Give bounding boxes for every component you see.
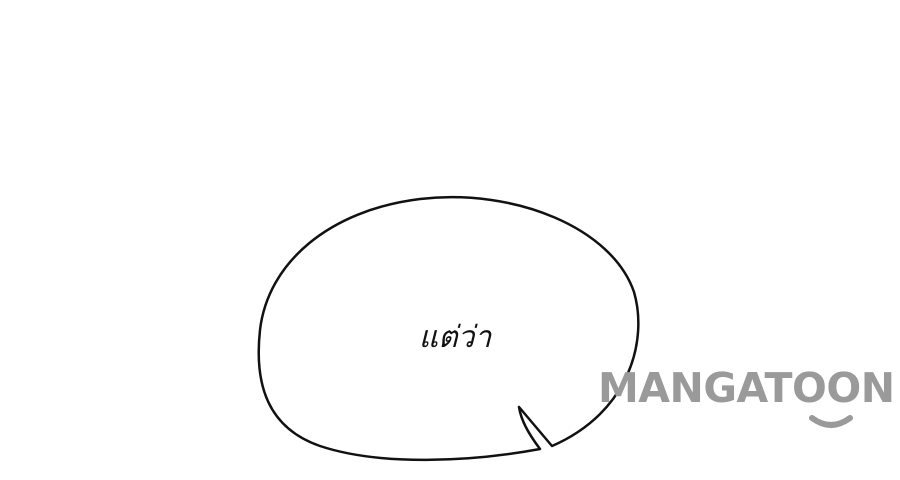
speech-text: แต่ว่า bbox=[418, 320, 492, 355]
smile-icon bbox=[809, 415, 853, 428]
watermark-text: MANGATOON bbox=[598, 364, 895, 412]
mangatoon-watermark: MANGATOON bbox=[598, 362, 900, 432]
speech-bubble-outline bbox=[257, 195, 640, 462]
